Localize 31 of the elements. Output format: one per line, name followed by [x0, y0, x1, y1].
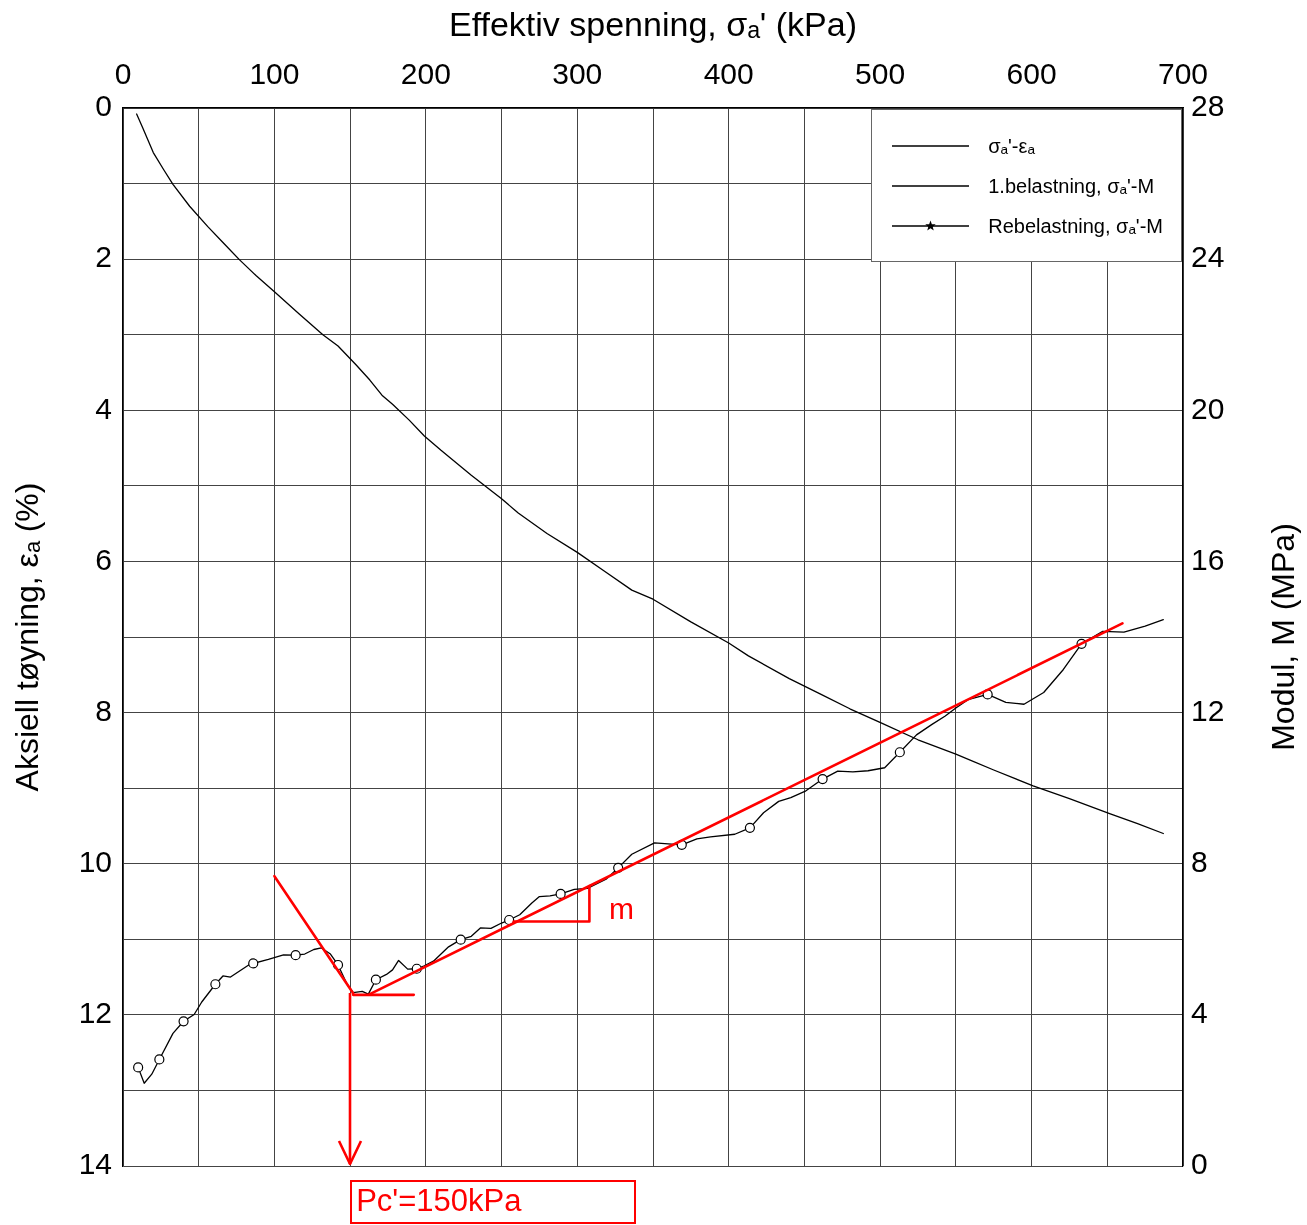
y2-axis-title: Modul, M (MPa) — [1264, 523, 1301, 751]
ref-line-label: Pc'=150kPa — [356, 1182, 522, 1220]
y-tick-label: 4 — [95, 391, 112, 425]
legend-label: σₐ'-εₐ — [988, 134, 1035, 158]
y-tick-label: 2 — [95, 240, 112, 274]
y2-tick-label: 24 — [1191, 240, 1225, 274]
x-tick-label: 500 — [855, 57, 906, 91]
y-tick-label: 10 — [78, 844, 112, 878]
x-tick-label: 600 — [1006, 57, 1057, 91]
y-tick-label: 0 — [95, 89, 112, 123]
x-tick-label: 400 — [703, 57, 754, 91]
y-tick-label: 8 — [95, 693, 112, 727]
y-tick-label: 6 — [95, 542, 112, 576]
x-tick-label: 200 — [400, 57, 451, 91]
y2-tick-label: 20 — [1191, 391, 1225, 425]
y2-tick-label: 8 — [1191, 844, 1208, 878]
annotation: m — [609, 892, 634, 925]
y2-tick-label: 4 — [1191, 996, 1208, 1030]
legend-label: 1.belastning, σₐ'-M — [988, 174, 1155, 198]
y2-tick-label: 12 — [1191, 693, 1225, 727]
y-tick-label: 12 — [78, 996, 112, 1030]
y2-tick-label: 0 — [1191, 1147, 1208, 1181]
y-axis-title: Aksiell tøyning, εₐ (%) — [9, 482, 46, 792]
legend-label: Rebelastning, σₐ'-M — [988, 214, 1163, 238]
y2-tick-label: 16 — [1191, 542, 1225, 576]
x-tick-label: 300 — [552, 57, 603, 91]
x-tick-label: 100 — [249, 57, 300, 91]
y-tick-label: 14 — [78, 1147, 112, 1181]
y2-tick-label: 28 — [1191, 89, 1225, 123]
x-tick-label: 700 — [1157, 57, 1209, 91]
x-axis-title: Effektiv spenning, σₐ' (kPa) — [448, 4, 858, 43]
